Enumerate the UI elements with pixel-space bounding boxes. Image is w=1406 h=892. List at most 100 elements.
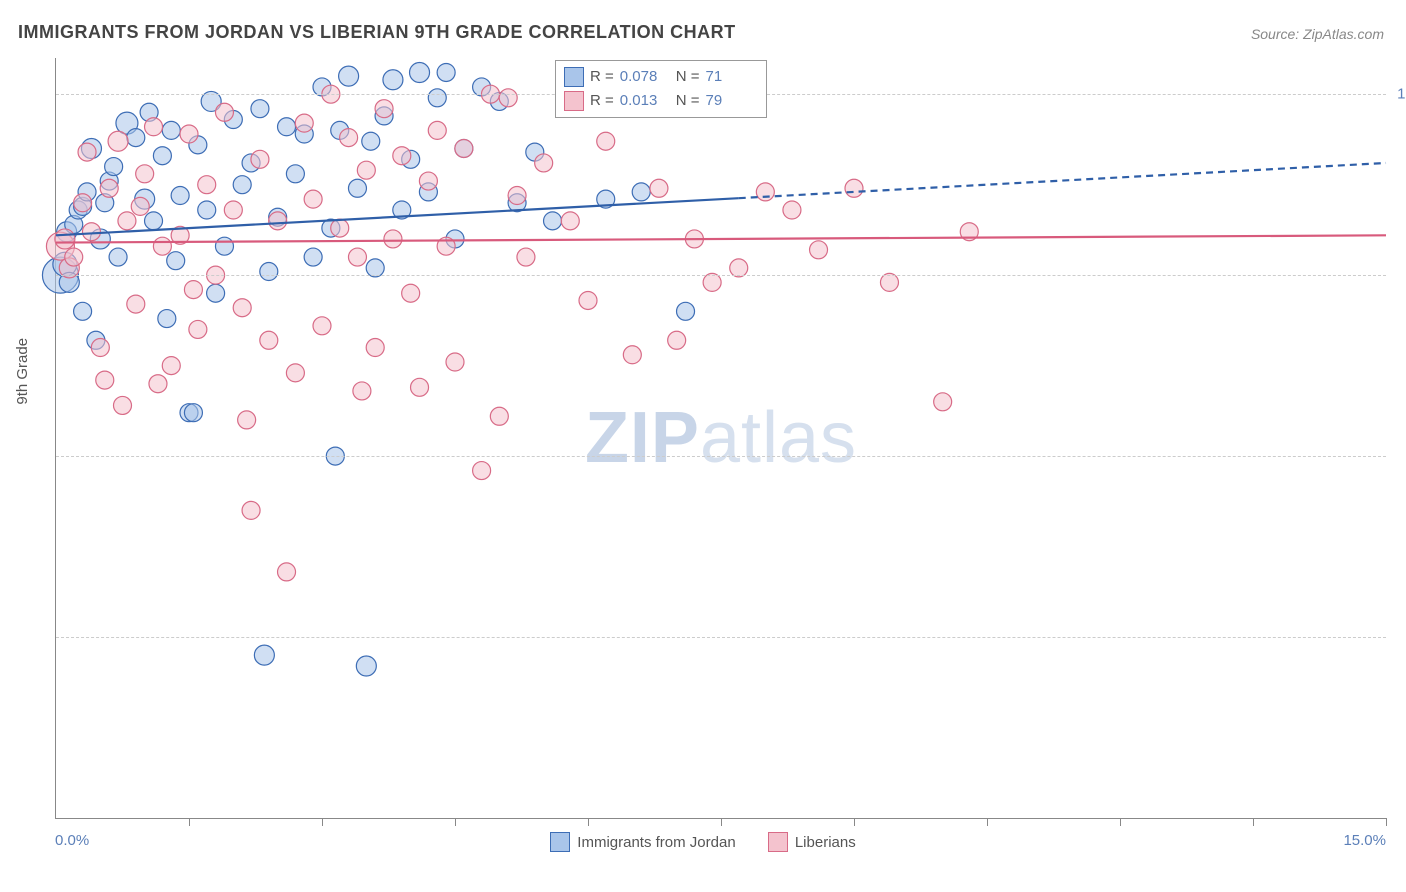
scatter-point <box>198 176 216 194</box>
scatter-point <box>167 252 185 270</box>
scatter-point <box>251 100 269 118</box>
legend-label-jordan: Immigrants from Jordan <box>577 834 735 851</box>
scatter-point <box>215 103 233 121</box>
scatter-point <box>224 201 242 219</box>
scatter-point <box>428 89 446 107</box>
y-axis-title: 9th Grade <box>14 338 31 405</box>
legend-label-liberians: Liberians <box>795 834 856 851</box>
r-label: R = <box>590 89 614 113</box>
scatter-point <box>411 378 429 396</box>
scatter-point <box>446 353 464 371</box>
n-value-jordan: 71 <box>706 65 756 89</box>
swatch-liberians <box>564 91 584 111</box>
scatter-point <box>65 248 83 266</box>
swatch-jordan-icon <box>550 832 570 852</box>
scatter-point <box>91 339 109 357</box>
scatter-point <box>366 339 384 357</box>
scatter-point <box>428 121 446 139</box>
scatter-point <box>153 237 171 255</box>
scatter-point <box>136 165 154 183</box>
r-value-liberians: 0.013 <box>620 89 670 113</box>
scatter-point <box>544 212 562 230</box>
scatter-point <box>455 139 473 157</box>
scatter-point <box>810 241 828 259</box>
scatter-point <box>109 248 127 266</box>
chart-title: IMMIGRANTS FROM JORDAN VS LIBERIAN 9TH G… <box>18 22 736 43</box>
scatter-point <box>402 284 420 302</box>
scatter-point <box>783 201 801 219</box>
scatter-point <box>508 187 526 205</box>
scatter-point <box>55 229 75 249</box>
scatter-point <box>127 129 145 147</box>
swatch-liberians-icon <box>768 832 788 852</box>
scatter-point <box>845 179 863 197</box>
scatter-point <box>384 230 402 248</box>
scatter-point <box>313 317 331 335</box>
scatter-point <box>304 248 322 266</box>
scatter-point <box>269 212 287 230</box>
r-label: R = <box>590 65 614 89</box>
scatter-point <box>233 299 251 317</box>
scatter-point <box>623 346 641 364</box>
scatter-point <box>278 563 296 581</box>
correlation-legend-row-jordan: R = 0.078 N = 71 <box>564 65 756 89</box>
scatter-point <box>278 118 296 136</box>
scatter-point <box>118 212 136 230</box>
scatter-point <box>362 132 380 150</box>
scatter-point <box>108 131 128 151</box>
scatter-point <box>934 393 952 411</box>
scatter-point <box>356 656 376 676</box>
scatter-point <box>499 89 517 107</box>
scatter-point <box>677 302 695 320</box>
scatter-point <box>597 132 615 150</box>
scatter-point <box>78 143 96 161</box>
scatter-point <box>383 70 403 90</box>
n-value-liberians: 79 <box>706 89 756 113</box>
n-label: N = <box>676 65 700 89</box>
chart-svg <box>56 58 1386 818</box>
correlation-legend: R = 0.078 N = 71 R = 0.013 N = 79 <box>555 60 767 118</box>
scatter-point <box>561 212 579 230</box>
scatter-point <box>260 331 278 349</box>
regression-line-dashed <box>739 163 1386 198</box>
scatter-point <box>668 331 686 349</box>
scatter-point <box>535 154 553 172</box>
scatter-point <box>339 66 359 86</box>
scatter-point <box>145 212 163 230</box>
scatter-point <box>340 129 358 147</box>
scatter-point <box>145 118 163 136</box>
scatter-point <box>490 407 508 425</box>
scatter-point <box>260 263 278 281</box>
scatter-point <box>517 248 535 266</box>
scatter-point <box>348 179 366 197</box>
scatter-point <box>304 190 322 208</box>
scatter-point <box>353 382 371 400</box>
scatter-point <box>149 375 167 393</box>
correlation-legend-row-liberians: R = 0.013 N = 79 <box>564 89 756 113</box>
scatter-point <box>375 100 393 118</box>
scatter-point <box>756 183 774 201</box>
scatter-point <box>184 404 202 422</box>
scatter-point <box>74 302 92 320</box>
scatter-point <box>131 197 149 215</box>
r-value-jordan: 0.078 <box>620 65 670 89</box>
y-tick-label: 100.0% <box>1397 86 1406 103</box>
scatter-point <box>357 161 375 179</box>
scatter-point <box>251 150 269 168</box>
scatter-point <box>348 248 366 266</box>
scatter-point <box>632 183 650 201</box>
scatter-point <box>184 281 202 299</box>
scatter-point <box>198 201 216 219</box>
scatter-point <box>286 364 304 382</box>
swatch-jordan <box>564 67 584 87</box>
scatter-point <box>242 501 260 519</box>
legend-item-liberians: Liberians <box>768 832 856 852</box>
scatter-point <box>410 62 430 82</box>
scatter-point <box>215 237 233 255</box>
scatter-point <box>180 125 198 143</box>
source-attribution: Source: ZipAtlas.com <box>1251 26 1384 42</box>
scatter-point <box>82 223 100 241</box>
scatter-point <box>238 411 256 429</box>
scatter-point <box>393 147 411 165</box>
scatter-point <box>189 320 207 338</box>
